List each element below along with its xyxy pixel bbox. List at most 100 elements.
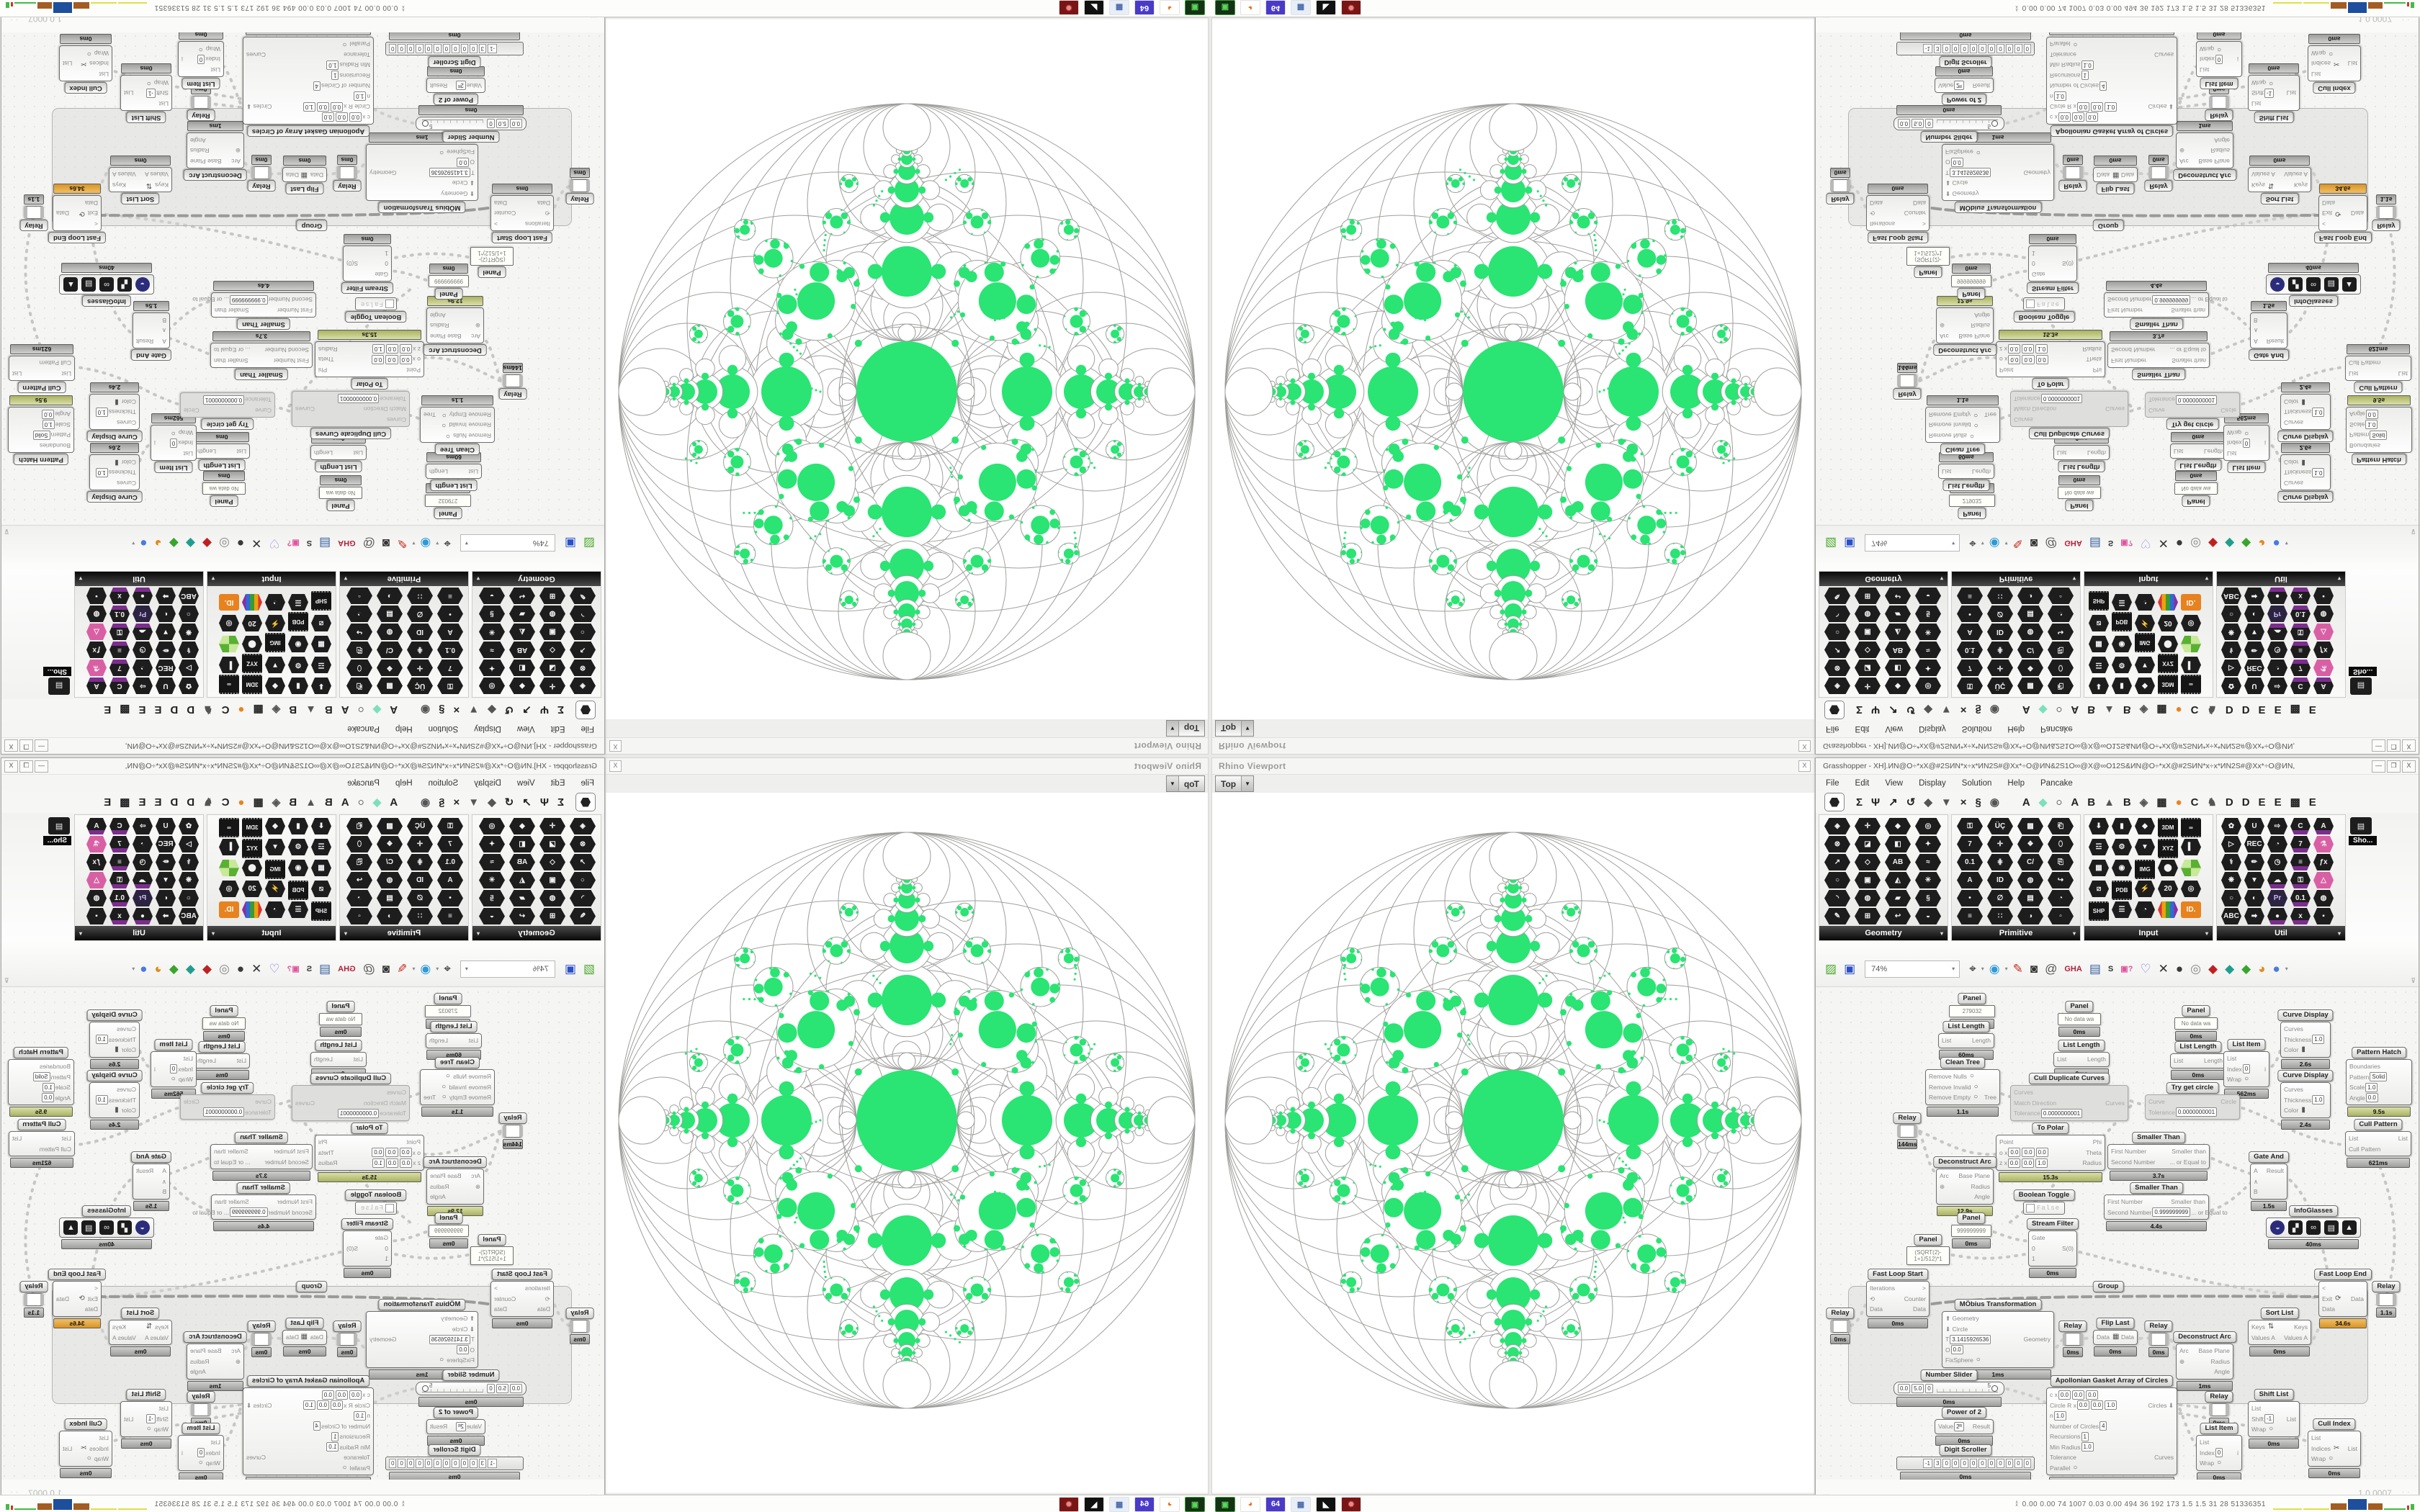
tab-18[interactable]: ▦ bbox=[253, 796, 264, 809]
palette-icon[interactable]: ▤ bbox=[377, 890, 403, 906]
component-label[interactable]: Try get circle bbox=[2166, 1082, 2219, 1094]
component-label[interactable]: Gate And bbox=[131, 349, 171, 361]
palette-icon[interactable]: ▫ bbox=[2048, 908, 2074, 924]
tab-6[interactable]: ▼ bbox=[468, 796, 480, 809]
palette-icon[interactable]: ◧ bbox=[1885, 660, 1911, 676]
value-field[interactable]: 0.0 bbox=[400, 1158, 413, 1168]
component-boolean-toggle[interactable]: Boolean Toggle False bbox=[345, 1189, 407, 1215]
palette-icon[interactable]: C/ bbox=[377, 642, 403, 658]
component-label[interactable]: Pattern Hatch bbox=[14, 454, 68, 465]
palette-icon[interactable]: A bbox=[437, 872, 463, 888]
palette-icon[interactable]: ☁ bbox=[2267, 624, 2287, 640]
maximize-icon[interactable]: ❐ bbox=[2387, 760, 2401, 773]
component-label[interactable]: Flip Last bbox=[2096, 183, 2135, 194]
palette-icon[interactable]: ◍ bbox=[2017, 872, 2043, 888]
component-cull-pattern[interactable]: Cull Pattern List List Cull Pattern 621ms bbox=[2345, 344, 2411, 393]
palette-icon[interactable]: ⎘ bbox=[2048, 642, 2074, 658]
component-label[interactable]: Sort List bbox=[2260, 1308, 2299, 1319]
digit-cell[interactable]: 3 bbox=[478, 44, 486, 53]
tab-25[interactable]: E bbox=[138, 703, 146, 716]
value-field[interactable]: 0.0 bbox=[2072, 1390, 2085, 1400]
value-field[interactable]: 0.0 bbox=[335, 112, 348, 122]
palette-icon[interactable]: ❖ bbox=[377, 836, 403, 852]
tab-20[interactable]: C bbox=[221, 796, 230, 809]
component-label[interactable]: Flip Last bbox=[285, 183, 324, 194]
value-field[interactable]: 3.1415926536 bbox=[429, 168, 470, 178]
palette-icon[interactable]: x bbox=[2290, 908, 2311, 924]
toolbar-icon[interactable]: ◆ bbox=[2208, 961, 2218, 976]
palette-icon[interactable]: ◑ bbox=[2017, 588, 2043, 604]
digit-cell[interactable]: 0 bbox=[1996, 44, 2004, 53]
palette-icon[interactable]: ∅ bbox=[1987, 890, 2013, 906]
component-label[interactable]: Panel bbox=[326, 500, 355, 511]
toggle-circle-icon[interactable]: ○ bbox=[1969, 432, 1974, 440]
tab-17[interactable]: ◈ bbox=[2139, 703, 2148, 716]
menu-display[interactable]: Display bbox=[474, 778, 501, 788]
tab-18[interactable]: ▦ bbox=[2156, 796, 2167, 809]
toolbar-icon[interactable]: ▣ bbox=[1844, 961, 1856, 976]
tab-18[interactable]: ▦ bbox=[253, 703, 264, 716]
palette-icon[interactable]: ∷ bbox=[407, 588, 433, 604]
toolbar-icon[interactable]: ▾ bbox=[436, 540, 439, 546]
palette-icon[interactable]: 0.1 bbox=[1957, 642, 1983, 658]
component-panel[interactable]: Panel 999999999 0ms bbox=[1951, 264, 1991, 300]
component-deconstruct-arc[interactable]: Deconstruct Arc Arc Base Plane ⊕ Radius Angle… bbox=[424, 1156, 487, 1216]
projector-icon[interactable]: ▤ bbox=[48, 817, 70, 834]
resize-grip-icon[interactable]: ∴∴ bbox=[2401, 1490, 2411, 1498]
component-stream-filter[interactable]: Stream Filter Gate 0 S(0) 1 0ms bbox=[2026, 1218, 2079, 1278]
palette-icon[interactable]: ◔ bbox=[133, 660, 153, 676]
palette-icon[interactable]: 3DM bbox=[2158, 818, 2178, 837]
tab-21[interactable]: ♞ bbox=[203, 703, 213, 716]
toolbar-icon[interactable]: ◆ bbox=[169, 536, 179, 551]
component-label[interactable]: Relay bbox=[19, 220, 48, 231]
tab-10[interactable]: A bbox=[390, 796, 398, 809]
value-field[interactable]: -1 bbox=[145, 1414, 156, 1424]
component-label[interactable]: List Item bbox=[2227, 462, 2266, 473]
palette-icon[interactable] bbox=[2158, 901, 2178, 918]
palette-icon[interactable]: ◪ bbox=[1855, 660, 1881, 676]
toggle-circle-icon[interactable]: ○ bbox=[2217, 1459, 2222, 1467]
value-field[interactable]: 0.0 bbox=[321, 1390, 334, 1400]
value-field[interactable]: 4 bbox=[2099, 1421, 2107, 1431]
tab-0[interactable] bbox=[575, 701, 596, 719]
component-label[interactable]: Cull Duplicate Curves bbox=[310, 1073, 392, 1084]
component-boolean-toggle[interactable]: Boolean Toggle False bbox=[2013, 1189, 2075, 1215]
palette-icon[interactable]: ⎘ bbox=[346, 854, 372, 870]
palette-icon[interactable]: x bbox=[109, 908, 130, 924]
component-label[interactable]: Try get circle bbox=[201, 418, 254, 430]
palette-icon[interactable]: ✎ bbox=[1824, 588, 1850, 604]
component-label[interactable]: Gate And bbox=[131, 1151, 171, 1163]
grasshopper-titlebar[interactable]: Grasshopper - XH].ИN@O÷*xX@#2SИN*x÷x*ИN2… bbox=[1, 737, 604, 754]
slider-track[interactable]: 5 bbox=[1936, 120, 1998, 130]
toolbar-icon[interactable]: ♡ bbox=[2140, 536, 2151, 551]
palette-icon[interactable]: U bbox=[156, 678, 176, 694]
toolbar-icon[interactable]: S bbox=[2107, 539, 2114, 548]
tab-13[interactable]: A bbox=[2071, 796, 2079, 809]
component-cull-duplicate-curves[interactable]: Cull Duplicate Curves Curves Match Directi… bbox=[2010, 1073, 2128, 1121]
toggle-circle-icon[interactable]: ○ bbox=[442, 411, 447, 419]
palette-icon[interactable]: ✳ bbox=[1915, 624, 1941, 640]
toolbar-collapse-icon[interactable]: ⊽ bbox=[4, 528, 9, 535]
palette-icon[interactable]: ⊞ bbox=[539, 588, 565, 604]
palette-icon[interactable]: • bbox=[1957, 890, 1983, 906]
palette-icon[interactable]: ● bbox=[2267, 588, 2287, 604]
toggle-circle-icon[interactable]: ○ bbox=[2244, 1075, 2249, 1083]
palette-icon[interactable]: ▷ bbox=[2221, 660, 2241, 676]
palette-icon[interactable]: ▼ bbox=[2135, 657, 2155, 673]
palette-icon[interactable]: ⚕ bbox=[2221, 642, 2241, 658]
palette-icon[interactable]: Pr bbox=[133, 890, 153, 906]
palette-icon[interactable]: XYZ bbox=[2158, 839, 2178, 858]
toolbar-icon[interactable]: ▤ bbox=[319, 961, 331, 976]
palette-icon[interactable]: ↗ bbox=[1824, 854, 1850, 870]
value-field[interactable]: 0.0 bbox=[1950, 157, 1963, 167]
toolbar-icon[interactable]: ◆ bbox=[169, 961, 179, 976]
toolbar-icon[interactable]: ✎ bbox=[397, 536, 408, 551]
component-shift-list[interactable]: Shift List List Shift -1 List Wrap ○ 0ms bbox=[2248, 1389, 2300, 1449]
palette-icon[interactable]: ▦ bbox=[2089, 860, 2109, 876]
component-relay[interactable]: Relay 144ms bbox=[1893, 363, 1922, 400]
palette-icon[interactable]: ⎗ bbox=[346, 818, 372, 834]
value-field[interactable]: 1.0 bbox=[2105, 102, 2118, 112]
palette-icon[interactable]: ❋ bbox=[179, 624, 199, 640]
palette-icon[interactable]: ◎ bbox=[2181, 615, 2201, 631]
